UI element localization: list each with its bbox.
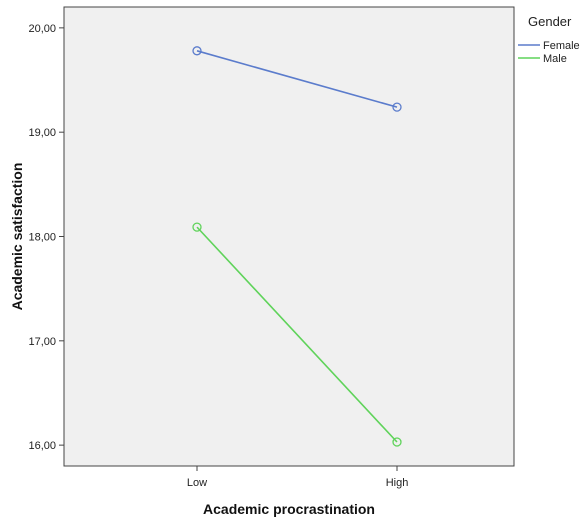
y-axis-title: Academic satisfaction <box>9 163 25 311</box>
x-axis-title: Academic procrastination <box>203 501 375 517</box>
series-layer <box>192 46 402 447</box>
series-line-female <box>196 50 398 108</box>
series-male <box>192 222 402 447</box>
x-axis: Low High <box>187 466 408 489</box>
plot-area <box>63 6 515 467</box>
series-line-male <box>196 226 398 443</box>
y-axis: 16,00 17,00 18,00 19,00 20,00 <box>28 23 64 452</box>
legend-label-female: Female <box>543 40 580 52</box>
y-tick-label: 20,00 <box>28 23 56 35</box>
legend-title: Gender <box>528 14 572 29</box>
x-tick-label: Low <box>187 477 207 489</box>
legend-label-male: Male <box>543 53 567 65</box>
data-point-male <box>192 222 202 232</box>
y-tick-label: 19,00 <box>28 127 56 139</box>
data-point-female <box>392 102 402 112</box>
y-tick-label: 18,00 <box>28 232 56 244</box>
y-tick-label: 16,00 <box>28 440 56 452</box>
series-female <box>192 46 402 112</box>
x-tick-label: High <box>386 477 409 489</box>
data-point-male <box>392 437 402 447</box>
data-point-female <box>192 46 202 56</box>
y-tick-label: 17,00 <box>28 336 56 348</box>
